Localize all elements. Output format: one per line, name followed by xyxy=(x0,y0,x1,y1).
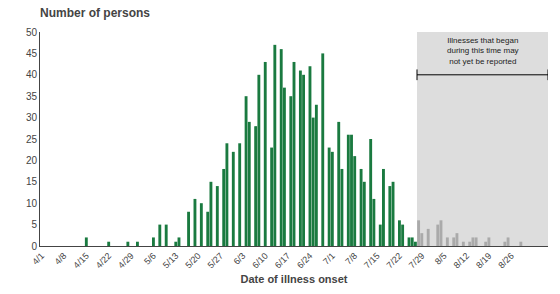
svg-text:35: 35 xyxy=(26,91,38,102)
svg-text:15: 15 xyxy=(26,176,38,187)
svg-text:10: 10 xyxy=(26,198,38,209)
svg-text:5/27: 5/27 xyxy=(206,251,225,270)
svg-text:45: 45 xyxy=(26,48,38,59)
svg-text:7/22: 7/22 xyxy=(385,251,404,270)
svg-text:Date of illness onset: Date of illness onset xyxy=(241,273,348,285)
svg-text:4/8: 4/8 xyxy=(53,251,69,267)
svg-text:5/20: 5/20 xyxy=(183,251,202,270)
svg-text:8/26: 8/26 xyxy=(496,251,515,270)
svg-text:Number of persons: Number of persons xyxy=(40,6,150,20)
svg-text:6/17: 6/17 xyxy=(273,251,292,270)
svg-text:25: 25 xyxy=(26,134,38,145)
svg-text:8/19: 8/19 xyxy=(474,251,493,270)
svg-text:5: 5 xyxy=(31,219,37,230)
svg-text:4/29: 4/29 xyxy=(116,251,135,270)
svg-text:4/1: 4/1 xyxy=(30,251,46,267)
svg-text:40: 40 xyxy=(26,69,38,80)
svg-text:7/1: 7/1 xyxy=(321,251,337,267)
svg-text:5/6: 5/6 xyxy=(142,251,158,267)
svg-text:6/24: 6/24 xyxy=(295,251,314,270)
svg-text:7/8: 7/8 xyxy=(343,251,359,267)
svg-text:4/22: 4/22 xyxy=(94,251,113,270)
svg-text:5/13: 5/13 xyxy=(161,251,180,270)
svg-text:7/15: 7/15 xyxy=(362,251,381,270)
svg-text:30: 30 xyxy=(26,112,38,123)
svg-text:7/29: 7/29 xyxy=(407,251,426,270)
svg-text:50: 50 xyxy=(26,27,38,38)
svg-text:0: 0 xyxy=(31,241,37,252)
svg-text:6/3: 6/3 xyxy=(232,251,248,267)
svg-text:8/5: 8/5 xyxy=(433,251,449,267)
svg-text:20: 20 xyxy=(26,155,38,166)
svg-text:4/15: 4/15 xyxy=(71,251,90,270)
svg-text:8/12: 8/12 xyxy=(452,251,471,270)
svg-text:6/10: 6/10 xyxy=(250,251,269,270)
svg-text:Illnesses that beganduring thi: Illnesses that beganduring this time may… xyxy=(447,36,519,66)
